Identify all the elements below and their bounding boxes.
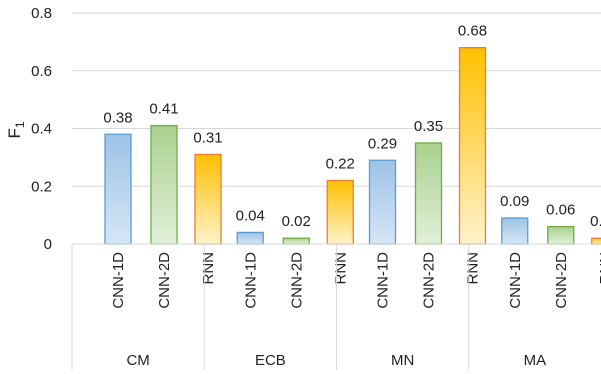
data-label: 0.09 xyxy=(500,193,529,210)
data-label: 0.38 xyxy=(103,109,132,126)
data-label: 0.06 xyxy=(546,202,575,219)
y-tick-label: 0.6 xyxy=(31,63,52,80)
data-label: 0.68 xyxy=(458,23,487,40)
y-axis-ticks: 0 0.2 0.4 0.6 0.8 xyxy=(31,5,52,253)
data-label: 0.29 xyxy=(368,135,397,152)
bar-cm-cnn-1d xyxy=(104,133,132,245)
y-axis-label: F1 xyxy=(5,121,27,138)
bar-mn-rnn xyxy=(458,47,487,245)
bar-ma-cnn-1d xyxy=(501,217,529,245)
bars xyxy=(104,47,601,245)
x-tick-label: CNN-1D xyxy=(507,252,524,309)
data-label: 0.04 xyxy=(236,207,265,224)
data-label: 0.02 xyxy=(282,213,311,230)
x-tick-label: RNN xyxy=(597,252,601,285)
bar-ma-rnn xyxy=(591,237,601,245)
x-axis: CNN-1D CNN-2D RNN CM CNN-1D CNN-2D RNN ECB CNN-1… xyxy=(71,243,601,370)
y-tick-label: 0 xyxy=(44,236,52,253)
x-tick-label: CNN-2D xyxy=(156,252,173,309)
bar-cm-cnn-2d xyxy=(150,124,178,245)
x-tick-label: CNN-1D xyxy=(375,252,392,309)
x-tick-label: CNN-1D xyxy=(242,252,259,309)
bar-mn-cnn-2d xyxy=(414,142,443,245)
x-tick-label: CNN-2D xyxy=(421,252,438,309)
data-label: 0.41 xyxy=(149,101,178,118)
x-tick-label: RNN xyxy=(465,252,482,285)
y-tick-label: 0.2 xyxy=(31,178,52,195)
bar-mn-cnn-1d xyxy=(368,159,397,245)
x-tick-label: RNN xyxy=(332,252,349,285)
bar-ma-cnn-2d xyxy=(547,226,575,245)
y-axis-label-text: F xyxy=(5,128,24,138)
y-tick-label: 0.8 xyxy=(31,5,52,22)
x-tick-label: CNN-1D xyxy=(110,252,127,309)
data-labels: 0.38 0.41 0.31 0.04 0.02 0.22 0.29 0.35 0.68 0.09… xyxy=(103,23,601,231)
group-label: MN xyxy=(391,352,414,369)
bar-cm-rnn xyxy=(194,153,222,245)
x-tick-label: RNN xyxy=(200,252,217,285)
data-label: 0.02 xyxy=(590,213,601,230)
data-label: 0.22 xyxy=(326,155,355,172)
group-label: CM xyxy=(126,352,149,369)
bar-ecb-rnn xyxy=(326,179,354,245)
group-label: MA xyxy=(524,352,547,369)
x-tick-label: CNN-2D xyxy=(288,252,305,309)
group-label: ECB xyxy=(255,352,286,369)
data-label: 0.35 xyxy=(414,118,443,135)
y-axis-label-subscript: 1 xyxy=(13,121,27,128)
bar-ecb-cnn-2d xyxy=(282,237,310,245)
x-tick-label: CNN-2D xyxy=(553,252,570,309)
y-tick-label: 0.4 xyxy=(31,121,52,138)
bar-ecb-cnn-1d xyxy=(236,231,264,245)
data-label: 0.31 xyxy=(193,129,222,146)
